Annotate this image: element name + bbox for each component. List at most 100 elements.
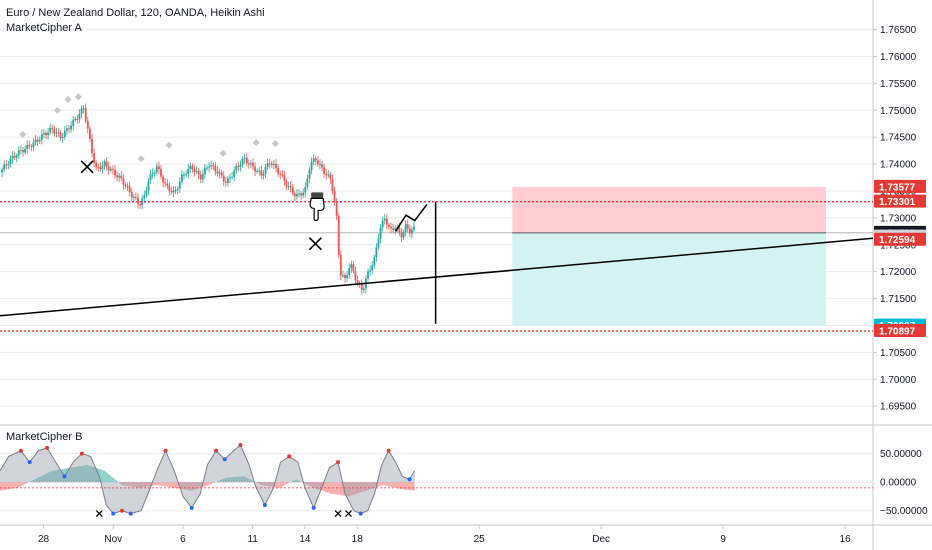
candle-body[interactable] — [164, 182, 167, 184]
candle-body[interactable] — [316, 160, 319, 165]
candle-body[interactable] — [145, 190, 148, 196]
candle-body[interactable] — [208, 166, 211, 168]
candle-body[interactable] — [306, 178, 309, 187]
candle-body[interactable] — [174, 190, 177, 192]
candle-body[interactable] — [139, 203, 141, 206]
candle-body[interactable] — [103, 161, 106, 166]
candle-body[interactable] — [153, 172, 156, 174]
candle-body[interactable] — [222, 175, 225, 182]
candle-body[interactable] — [233, 170, 236, 177]
candle-body[interactable] — [354, 271, 357, 281]
candle-body[interactable] — [239, 165, 242, 167]
candle-body[interactable] — [218, 172, 221, 174]
candle-body[interactable] — [258, 170, 261, 172]
candle-body[interactable] — [404, 224, 407, 232]
candle-body[interactable] — [237, 165, 240, 167]
candle-body[interactable] — [325, 173, 328, 176]
candle-body[interactable] — [335, 201, 338, 217]
candle-body[interactable] — [285, 181, 288, 187]
candle-body[interactable] — [252, 162, 254, 167]
candle-body[interactable] — [93, 153, 95, 163]
candle-body[interactable] — [78, 113, 81, 120]
candle-body[interactable] — [170, 191, 173, 193]
candle-body[interactable] — [158, 166, 160, 169]
candle-body[interactable] — [235, 165, 238, 171]
candle-body[interactable] — [126, 186, 129, 188]
candle-body[interactable] — [350, 264, 353, 269]
candle-body[interactable] — [283, 175, 286, 182]
candle-body[interactable] — [11, 155, 14, 159]
candle-body[interactable] — [176, 188, 179, 191]
candle-body[interactable] — [394, 228, 397, 230]
candle-body[interactable] — [20, 150, 22, 152]
candle-body[interactable] — [293, 193, 296, 197]
candle-body[interactable] — [256, 170, 259, 172]
candle-body[interactable] — [206, 167, 208, 169]
candle-body[interactable] — [189, 166, 192, 169]
candle-body[interactable] — [291, 187, 294, 194]
candle-body[interactable] — [289, 185, 292, 188]
candle-body[interactable] — [57, 132, 60, 134]
candle-body[interactable] — [30, 146, 33, 148]
candle-body[interactable] — [344, 275, 346, 279]
candle-body[interactable] — [141, 198, 144, 206]
candle-body[interactable] — [191, 166, 194, 170]
trendline[interactable] — [0, 237, 874, 317]
candle-body[interactable] — [314, 158, 317, 161]
candle-body[interactable] — [91, 138, 93, 154]
candle-body[interactable] — [116, 175, 118, 178]
candle-body[interactable] — [367, 271, 369, 279]
projection-path[interactable] — [394, 203, 428, 232]
candle-body[interactable] — [168, 185, 171, 192]
candle-body[interactable] — [312, 158, 315, 162]
candle-body[interactable] — [28, 144, 31, 147]
candle-body[interactable] — [45, 132, 47, 136]
candle-body[interactable] — [114, 169, 116, 176]
candle-body[interactable] — [63, 130, 66, 138]
candle-body[interactable] — [40, 134, 43, 140]
candle-body[interactable] — [151, 172, 154, 175]
candle-body[interactable] — [22, 150, 24, 153]
candle-body[interactable] — [187, 168, 190, 175]
candle-body[interactable] — [327, 174, 330, 176]
candle-body[interactable] — [308, 170, 311, 179]
candle-body[interactable] — [231, 176, 234, 178]
candle-body[interactable] — [130, 192, 133, 198]
candle-body[interactable] — [178, 181, 181, 189]
candle-body[interactable] — [390, 226, 392, 229]
candle-body[interactable] — [260, 170, 263, 176]
candle-body[interactable] — [59, 132, 62, 138]
candle-body[interactable] — [381, 220, 384, 228]
candle-body[interactable] — [212, 165, 215, 167]
candle-body[interactable] — [270, 163, 273, 165]
candle-body[interactable] — [99, 167, 102, 170]
candle-body[interactable] — [247, 163, 250, 165]
candle-body[interactable] — [74, 119, 77, 121]
candle-body[interactable] — [277, 167, 280, 174]
candle-body[interactable] — [264, 167, 267, 174]
candle-body[interactable] — [49, 128, 52, 133]
candle-body[interactable] — [216, 171, 219, 174]
candle-body[interactable] — [348, 268, 351, 276]
candle-body[interactable] — [84, 108, 87, 122]
candle-body[interactable] — [1, 169, 3, 173]
candle-body[interactable] — [15, 155, 18, 158]
candle-body[interactable] — [105, 161, 108, 167]
candle-body[interactable] — [66, 128, 68, 131]
candle-body[interactable] — [86, 121, 89, 129]
candle-body[interactable] — [339, 254, 342, 276]
indicator-b-label[interactable]: MarketCipher B — [6, 431, 83, 443]
candle-body[interactable] — [112, 168, 114, 170]
candle-body[interactable] — [68, 128, 70, 130]
candle-body[interactable] — [185, 174, 188, 176]
candle-body[interactable] — [342, 275, 344, 277]
position-stop-zone[interactable] — [512, 186, 826, 233]
candle-body[interactable] — [124, 184, 127, 187]
candle-body[interactable] — [204, 168, 206, 175]
candle-body[interactable] — [379, 227, 382, 239]
candle-body[interactable] — [377, 238, 380, 248]
candle-body[interactable] — [193, 169, 196, 172]
candle-body[interactable] — [47, 132, 49, 136]
candle-body[interactable] — [51, 128, 54, 130]
candle-body[interactable] — [181, 174, 183, 182]
